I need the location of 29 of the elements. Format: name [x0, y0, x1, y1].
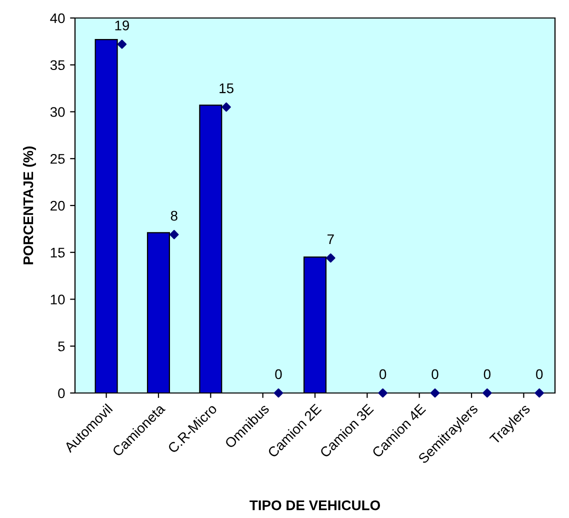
- point: [274, 388, 284, 398]
- annotation: 0: [275, 369, 282, 380]
- annotation: 0: [484, 369, 490, 380]
- annotation: 0: [380, 369, 386, 380]
- y-tick-label: 25: [50, 154, 65, 164]
- point: [170, 230, 179, 240]
- y-tick-label: 20: [50, 200, 65, 211]
- y-tick-label: 15: [50, 248, 65, 258]
- annotation: 0: [536, 369, 543, 380]
- y-tick-label: 40: [50, 13, 65, 24]
- annotation: 0: [432, 369, 438, 380]
- point: [117, 40, 127, 49]
- y-tick-label: 35: [50, 60, 65, 70]
- point: [378, 388, 388, 398]
- point: [482, 388, 492, 398]
- annotation: 15: [220, 84, 234, 94]
- point: [430, 388, 440, 398]
- y-axis-title: PORCENTAJE (%): [22, 146, 36, 264]
- annotation: 8: [170, 210, 178, 221]
- point: [326, 253, 336, 263]
- y-tick-label: 10: [50, 294, 65, 304]
- annotation: 19: [115, 20, 130, 30]
- point: [222, 102, 231, 112]
- annotation: 7: [328, 234, 334, 244]
- y-tick-label: 30: [50, 107, 65, 117]
- point: [534, 388, 544, 398]
- x-axis-title: TIPO DE VEHICULO: [250, 500, 380, 510]
- y-tick-label: 0: [58, 388, 65, 398]
- y-tick-label: 5: [58, 342, 65, 352]
